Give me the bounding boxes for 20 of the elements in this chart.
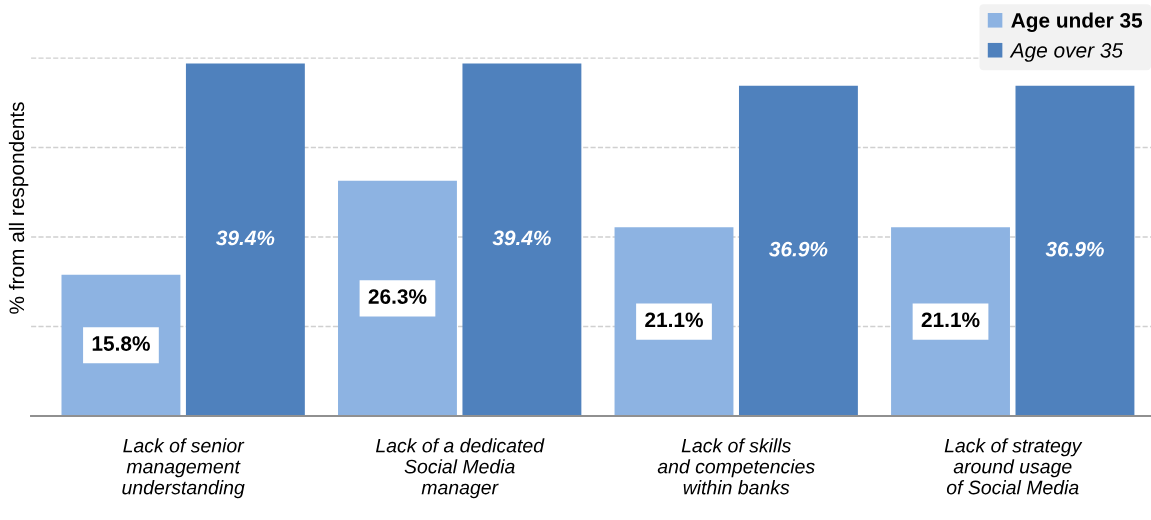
data-label: 26.3% [368,289,427,304]
data-label: 21.1% [645,312,703,328]
bar [738,85,858,416]
data-label: 36.9% [769,241,828,257]
x-tick-label: Lack of skills and competencies within banks [657,438,815,495]
y-axis-title: % from all respondents [8,102,29,314]
bar [1015,85,1135,416]
data-label: 39.4% [216,230,275,246]
data-label: 15.8% [92,336,150,351]
data-label: 36.9% [1045,241,1104,257]
bar [462,63,582,416]
data-label: 21.1% [921,312,980,328]
bar [338,180,457,416]
x-tick-label: Lack of a dedicated Social Media manager [375,438,545,499]
x-tick-label: Lack of senior management understanding [122,438,245,499]
legend-label: Age over 35 [1009,42,1124,62]
x-tick-label: Lack of strategy around usage of Social Media [944,438,1083,495]
legend-label: Age under 35 [1011,12,1143,33]
bar [185,63,305,416]
data-label: 39.4% [492,230,551,246]
